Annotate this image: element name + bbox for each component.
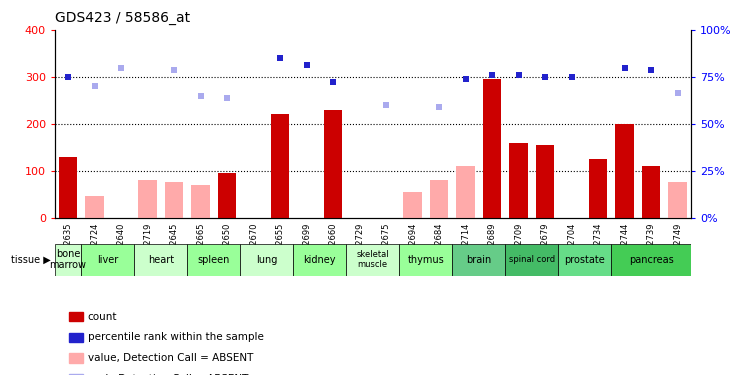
Text: liver: liver (97, 255, 118, 265)
Bar (58, 157, 77, 218)
Text: thymus: thymus (407, 255, 444, 265)
Text: bone
marrow: bone marrow (50, 249, 86, 270)
Bar (456, 166, 475, 218)
Bar (293, 244, 346, 276)
Text: rank, Detection Call = ABSENT: rank, Detection Call = ABSENT (88, 374, 248, 375)
Bar (404, 192, 422, 217)
Text: percentile rank within the sample: percentile rank within the sample (88, 333, 264, 342)
Bar (270, 114, 289, 218)
Bar (611, 244, 691, 276)
Bar (218, 173, 236, 217)
Text: skeletal
muscle: skeletal muscle (357, 250, 389, 269)
Text: lung: lung (256, 255, 278, 265)
Bar (642, 166, 660, 218)
Text: spinal cord: spinal cord (509, 255, 555, 264)
Text: brain: brain (466, 255, 491, 265)
Bar (55, 244, 81, 276)
Text: kidney: kidney (303, 255, 336, 265)
Bar (81, 244, 135, 276)
Text: count: count (88, 312, 117, 322)
Bar (536, 145, 554, 218)
Bar (164, 182, 183, 218)
Bar (346, 244, 399, 276)
Bar (505, 244, 558, 276)
Bar (240, 244, 293, 276)
Text: value, Detection Call = ABSENT: value, Detection Call = ABSENT (88, 353, 253, 363)
Bar (510, 142, 528, 218)
Bar (588, 159, 607, 218)
Text: prostate: prostate (564, 255, 605, 265)
Bar (399, 244, 452, 276)
Text: pancreas: pancreas (629, 255, 673, 265)
Bar (616, 124, 634, 218)
Text: spleen: spleen (197, 255, 230, 265)
Bar (86, 196, 104, 217)
Bar (192, 185, 210, 218)
Bar (668, 182, 687, 218)
Bar (482, 79, 501, 218)
Text: tissue ▶: tissue ▶ (12, 255, 51, 265)
Bar (187, 244, 240, 276)
Bar (558, 244, 611, 276)
Bar (324, 110, 342, 218)
Bar (138, 180, 157, 218)
Text: heart: heart (148, 255, 174, 265)
Text: GDS423 / 58586_at: GDS423 / 58586_at (55, 11, 190, 25)
Bar (452, 244, 505, 276)
Bar (135, 244, 187, 276)
Bar (430, 180, 448, 218)
